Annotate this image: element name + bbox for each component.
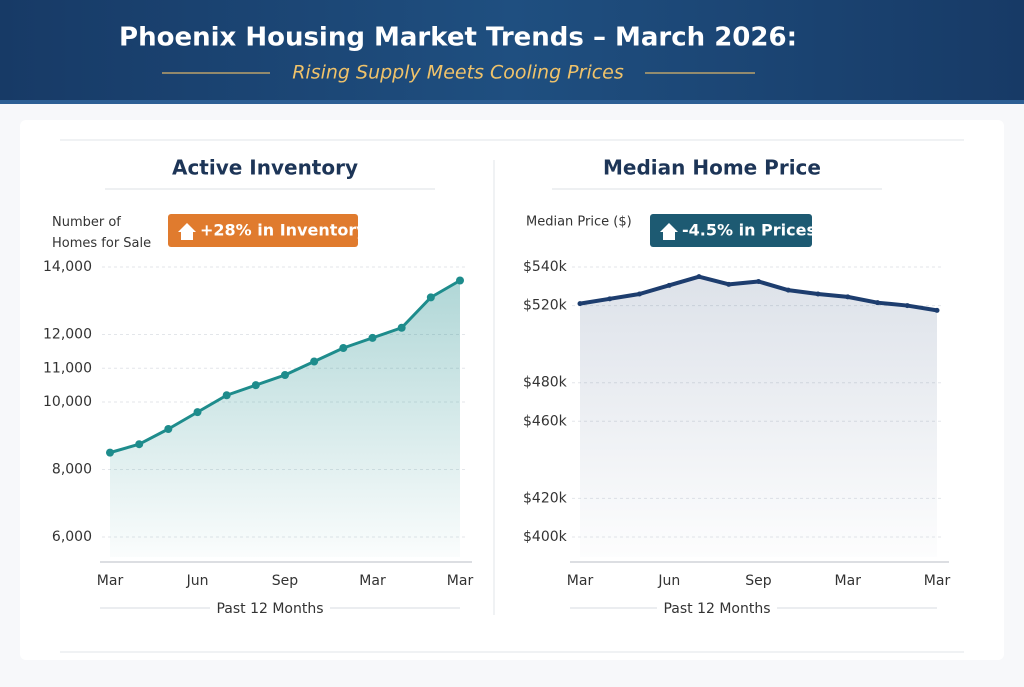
point (456, 276, 464, 285)
y-tick-label: $420k (523, 490, 568, 506)
badge-text: -4.5% in Prices (682, 221, 816, 240)
y-tick-label: 10,000 (43, 394, 92, 410)
y-tick-label: 11,000 (43, 360, 92, 376)
badge (650, 214, 812, 247)
point (106, 448, 114, 457)
page-subtitle: Rising Supply Meets Cooling Prices (292, 62, 624, 84)
x-tick-label: Sep (272, 573, 299, 589)
badge-text: +28% in Inventory (200, 221, 367, 240)
badge (168, 214, 358, 247)
point (222, 391, 231, 400)
point (339, 344, 348, 352)
point (756, 278, 761, 284)
y-tick-label: 12,000 (43, 327, 92, 343)
point (251, 381, 260, 390)
y-axis-label: Median Price ($) (526, 215, 632, 230)
point (637, 291, 642, 297)
header-band (0, 0, 1024, 100)
y-tick-label: $480k (523, 375, 568, 391)
x-axis-label: Past 12 Months (216, 601, 323, 617)
badge-icon (178, 223, 196, 240)
chart-title: Median Home Price (603, 156, 821, 180)
point (845, 294, 851, 300)
point (164, 425, 173, 433)
x-tick-label: Mar (835, 573, 862, 589)
point (426, 293, 435, 302)
x-tick-label: Jun (657, 573, 680, 589)
point (875, 300, 880, 306)
point (135, 440, 144, 449)
y-tick-label: 14,000 (43, 259, 92, 275)
y-tick-label: 8,000 (52, 462, 92, 478)
x-axis-label: Past 12 Months (663, 601, 770, 617)
point (815, 291, 821, 297)
y-tick-label: $540k (523, 259, 568, 275)
point (607, 296, 613, 302)
point (193, 408, 202, 417)
x-tick-label: Mar (97, 573, 124, 589)
point (934, 307, 940, 313)
y-axis-label: Number of Homes for Sale (52, 215, 151, 251)
x-tick-label: Mar (567, 573, 594, 589)
point (904, 303, 910, 309)
x-tick-label: Sep (745, 573, 772, 589)
x-tick-label: Mar (359, 573, 386, 589)
point (281, 371, 289, 379)
header-rule (0, 100, 1024, 104)
point (310, 357, 319, 366)
x-tick-label: Jun (186, 573, 209, 589)
area (580, 276, 937, 557)
point (397, 323, 406, 332)
y-tick-label: 6,000 (52, 529, 92, 545)
point (726, 281, 732, 287)
x-tick-label: Mar (924, 573, 951, 589)
area (110, 280, 460, 557)
x-tick-label: Mar (447, 573, 474, 589)
point (696, 274, 702, 280)
point (577, 301, 583, 307)
y-tick-label: $520k (523, 298, 568, 314)
point (785, 287, 791, 293)
y-tick-label: $400k (523, 529, 568, 545)
point (666, 282, 672, 288)
badge-icon (660, 223, 678, 240)
y-tick-label: $460k (523, 413, 568, 429)
point (368, 333, 377, 342)
page-title: Phoenix Housing Market Trends – March 20… (119, 23, 797, 53)
chart-title: Active Inventory (172, 156, 358, 180)
